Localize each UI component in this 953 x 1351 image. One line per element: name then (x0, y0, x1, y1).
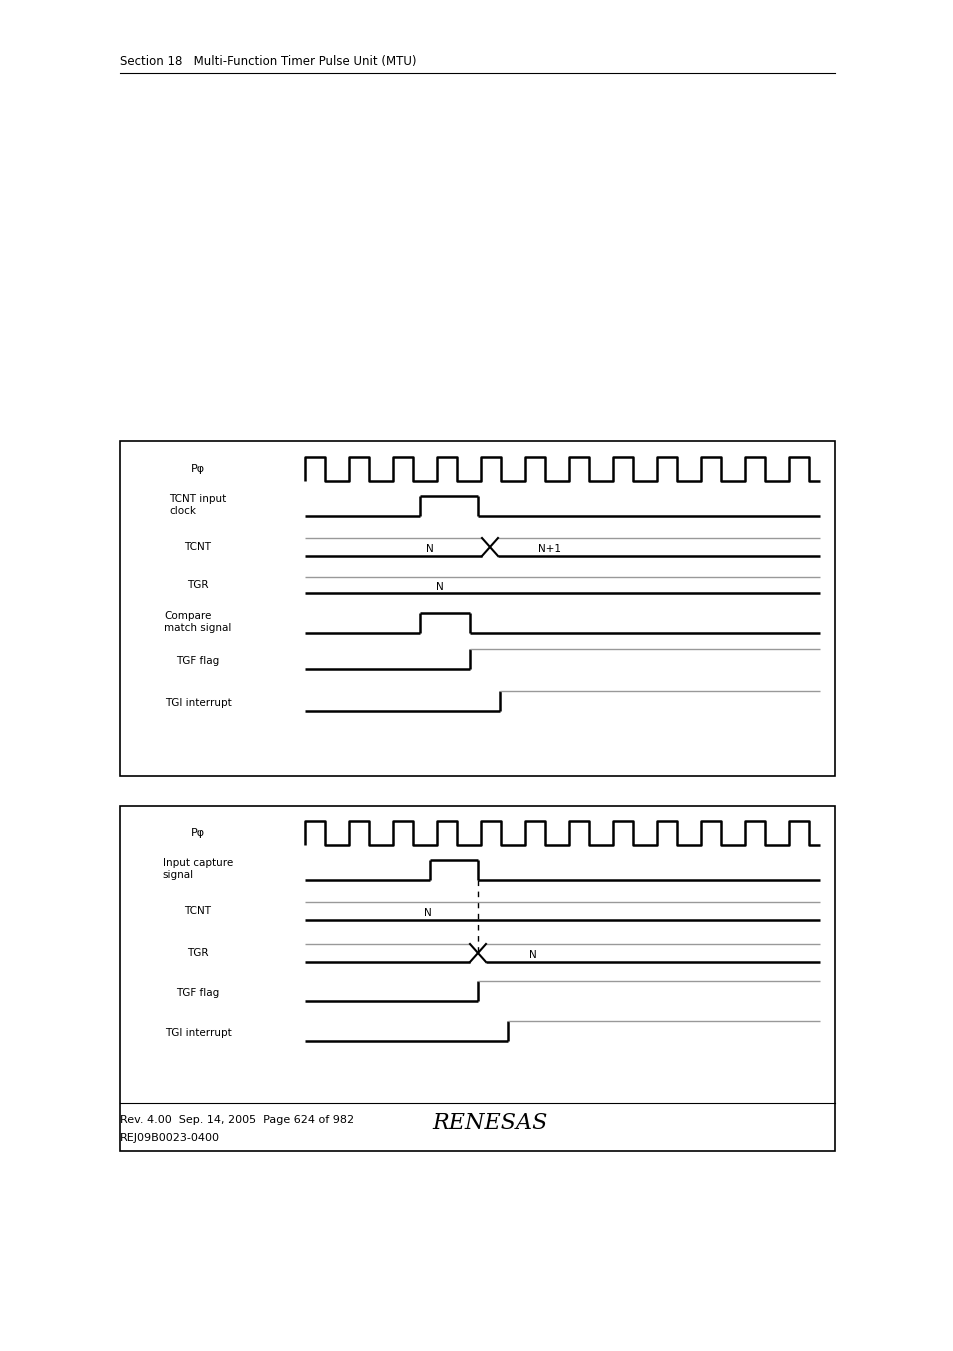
Text: Section 18   Multi-Function Timer Pulse Unit (MTU): Section 18 Multi-Function Timer Pulse Un… (120, 54, 416, 68)
Text: TGF flag: TGF flag (176, 657, 219, 666)
Text: N+1: N+1 (537, 544, 561, 554)
Text: TCNT input
clock: TCNT input clock (170, 494, 227, 516)
Bar (120, 440, 834, 775)
Text: Pφ: Pφ (191, 463, 205, 474)
Text: TCNT: TCNT (184, 907, 212, 916)
Text: TGI interrupt: TGI interrupt (165, 698, 232, 708)
Text: N: N (426, 544, 434, 554)
Text: TGR: TGR (187, 580, 209, 590)
Text: TGI interrupt: TGI interrupt (165, 1028, 232, 1038)
Text: REJ09B0023-0400: REJ09B0023-0400 (120, 1133, 220, 1143)
Text: TCNT: TCNT (184, 542, 212, 553)
Text: N: N (424, 908, 432, 917)
Text: Input capture
signal: Input capture signal (163, 858, 233, 880)
Text: TGF flag: TGF flag (176, 988, 219, 998)
Text: N: N (436, 582, 443, 592)
Bar (120, 807, 834, 1151)
Text: RENESAS: RENESAS (432, 1112, 547, 1133)
Text: Rev. 4.00  Sep. 14, 2005  Page 624 of 982: Rev. 4.00 Sep. 14, 2005 Page 624 of 982 (120, 1115, 354, 1125)
Text: TGR: TGR (187, 948, 209, 958)
Text: Pφ: Pφ (191, 828, 205, 838)
Text: Compare
match signal: Compare match signal (164, 611, 232, 632)
Text: N: N (529, 950, 537, 961)
